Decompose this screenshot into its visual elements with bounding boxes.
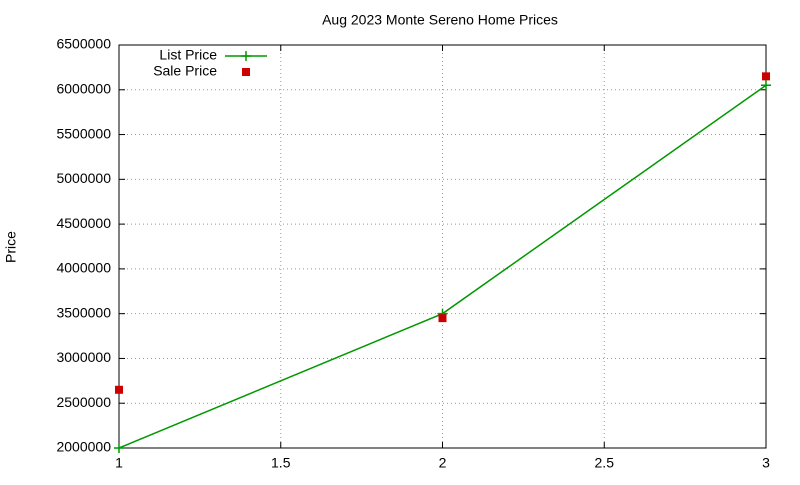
plot-frame — [118, 44, 767, 449]
y-tick-label: 3000000 — [56, 349, 111, 365]
x-tick-label: 3 — [762, 455, 770, 471]
point — [762, 72, 770, 81]
point — [114, 443, 124, 453]
x-tick-label: 2.5 — [595, 455, 615, 471]
point — [115, 385, 123, 394]
legend-marker — [242, 68, 250, 76]
legend-label: List Price — [159, 47, 217, 63]
point — [761, 80, 771, 91]
y-tick-label: 5500000 — [56, 125, 111, 141]
y-tick-label: 3500000 — [56, 304, 111, 320]
y-tick-label: 6000000 — [56, 80, 111, 96]
legend-marker — [241, 51, 251, 61]
legend-label: Sale Price — [153, 63, 217, 79]
y-axis-label: Price — [3, 231, 19, 263]
y-tick-label: 6500000 — [56, 36, 111, 52]
y-tick-label: 2500000 — [56, 394, 111, 410]
y-tick-label: 4500000 — [56, 215, 111, 231]
x-tick-label: 1 — [115, 455, 123, 471]
y-tick-label: 5000000 — [56, 170, 111, 186]
y-tick-label: 4000000 — [56, 260, 111, 276]
chart-title: Aug 2023 Monte Sereno Home Prices — [322, 12, 558, 28]
x-tick-label: 2 — [439, 455, 447, 471]
y-tick-label: 2000000 — [56, 439, 111, 455]
x-tick-label: 1.5 — [271, 455, 291, 471]
point — [438, 314, 447, 323]
